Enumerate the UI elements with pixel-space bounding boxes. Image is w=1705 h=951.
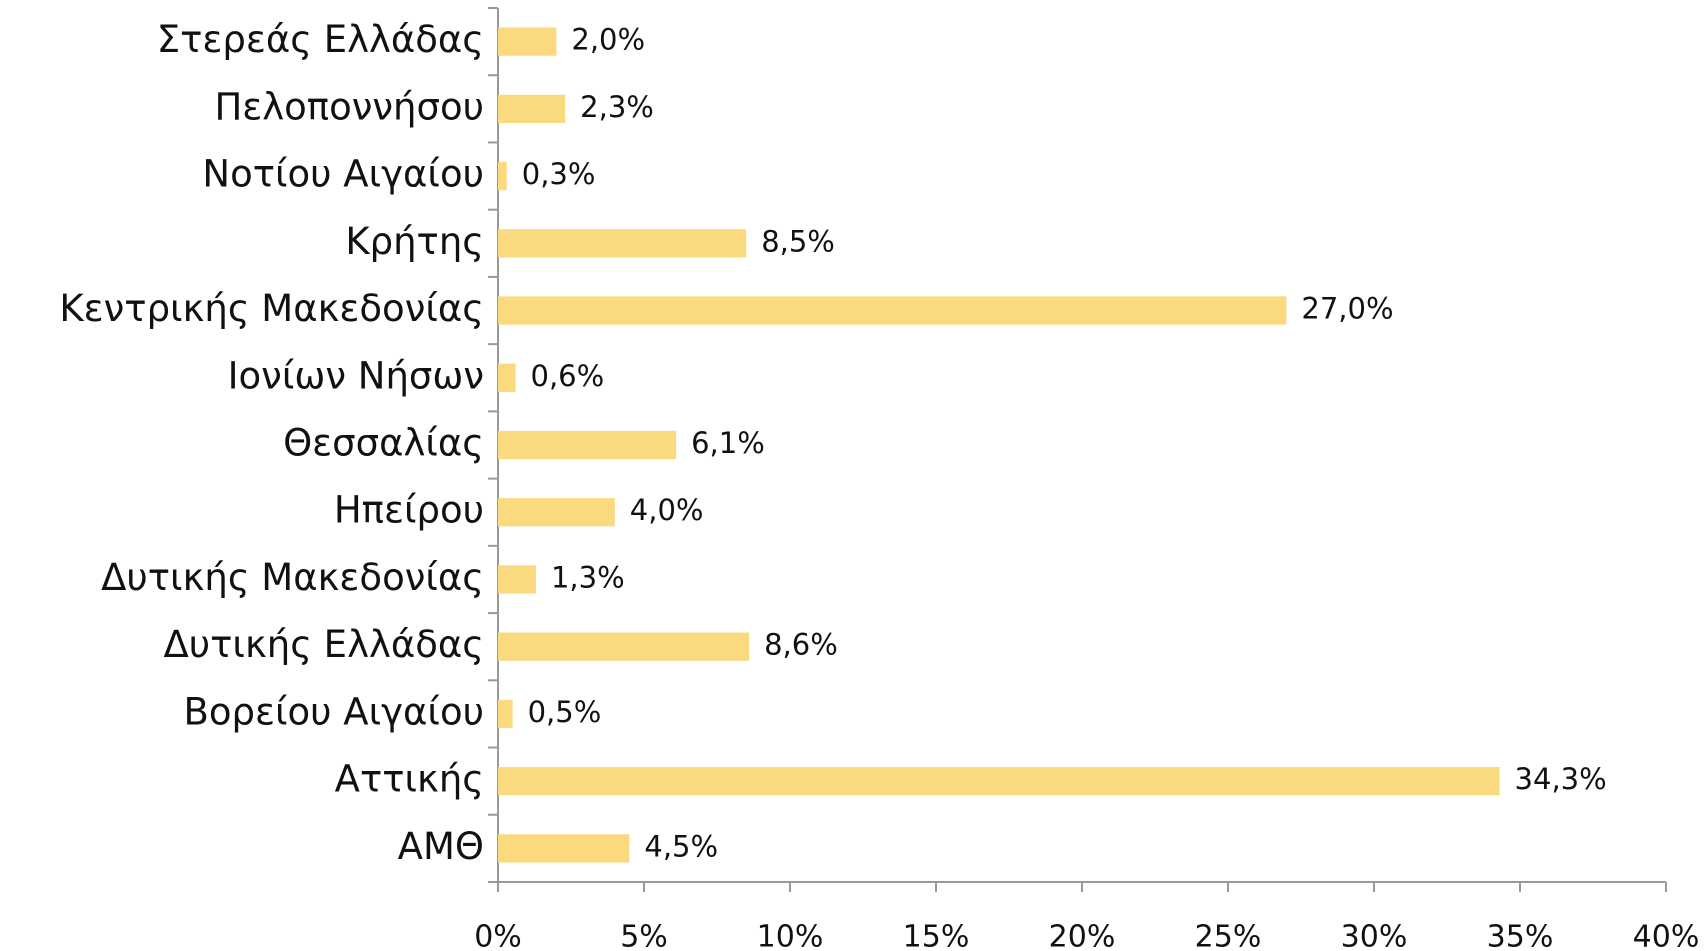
- y-tick-label: Δυτικής Ελλάδας: [163, 623, 484, 666]
- x-tick-label: 30%: [1341, 920, 1408, 951]
- bar: [498, 430, 677, 460]
- bar: [498, 94, 566, 123]
- bar: [498, 27, 557, 56]
- bar: [498, 632, 750, 661]
- data-label: 8,5%: [761, 224, 835, 258]
- y-tick-label: Βορείου Αιγαίου: [183, 690, 484, 733]
- data-label: 0,5%: [528, 695, 602, 729]
- bar: [498, 229, 747, 258]
- bar: [498, 296, 1287, 325]
- bar: [498, 767, 1500, 796]
- bar: [498, 834, 630, 863]
- bar: [498, 699, 513, 729]
- x-tick-label: 20%: [1049, 920, 1116, 951]
- bar: [498, 161, 507, 191]
- y-tick-label: Κεντρικής Μακεδονίας: [59, 287, 484, 330]
- y-tick-label: ΑΜΘ: [398, 825, 484, 868]
- x-tick-label: 10%: [757, 920, 824, 951]
- bar: [498, 565, 536, 594]
- data-label: 4,5%: [644, 829, 718, 863]
- x-tick-label: 15%: [903, 920, 970, 951]
- y-tick-label: Δυτικής Μακεδονίας: [101, 556, 484, 599]
- y-tick-label: Κρήτης: [345, 220, 484, 263]
- y-tick-label: Αττικής: [335, 758, 484, 801]
- data-label: 0,6%: [531, 359, 605, 393]
- y-tick-label: Πελοποννήσου: [214, 85, 484, 128]
- data-label: 2,0%: [571, 23, 645, 57]
- bar: [498, 498, 615, 527]
- y-tick-label: Στερεάς Ελλάδας: [157, 18, 484, 61]
- y-tick-label: Ιονίων Νήσων: [228, 354, 484, 397]
- data-label: 1,3%: [551, 560, 625, 594]
- y-tick-label: Νοτίου Αιγαίου: [202, 153, 484, 196]
- data-label: 0,3%: [522, 157, 596, 191]
- data-label: 27,0%: [1301, 292, 1393, 326]
- x-tick-label: 40%: [1633, 920, 1700, 951]
- x-tick-label: 0%: [474, 920, 522, 951]
- y-tick-label: Θεσσαλίας: [283, 422, 484, 465]
- x-tick-label: 25%: [1195, 920, 1262, 951]
- data-label: 34,3%: [1515, 762, 1607, 796]
- y-tick-label: Ηπείρου: [334, 489, 484, 532]
- bar: [498, 363, 516, 392]
- data-label: 4,0%: [630, 493, 704, 527]
- data-label: 2,3%: [580, 90, 654, 124]
- x-tick-label: 35%: [1487, 920, 1554, 951]
- data-label: 8,6%: [764, 628, 838, 662]
- x-tick-label: 5%: [620, 920, 668, 951]
- data-label: 6,1%: [691, 426, 765, 460]
